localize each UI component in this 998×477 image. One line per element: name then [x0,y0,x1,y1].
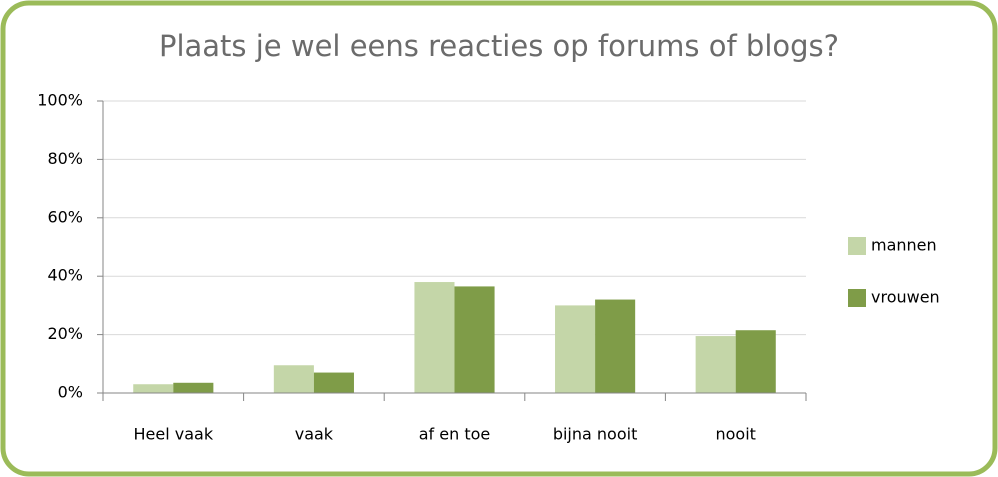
y-tick-label: 60% [47,207,83,226]
x-tick-label: nooit [715,425,755,444]
y-tick-label: 0% [58,383,83,402]
legend-swatch [848,289,866,307]
y-tick-label: 20% [47,324,83,343]
bar [414,282,455,393]
bar [173,382,214,393]
y-tick-label: 100% [37,91,83,110]
x-tick-label: bijna nooit [553,425,638,444]
legend-label: vrouwen [871,288,940,307]
bar [454,286,495,393]
x-tick-label: vaak [295,425,334,444]
bar [735,330,776,393]
x-tick-label: af en toe [419,425,491,444]
bar [133,384,174,393]
x-tick-label: Heel vaak [134,425,214,444]
legend-swatch [848,237,866,255]
bar [555,305,596,393]
bar [273,365,314,393]
bar [595,299,636,393]
chart-title: Plaats je wel eens reacties op forums of… [159,29,839,63]
bar [695,336,736,393]
y-tick-label: 40% [47,266,83,285]
y-tick-label: 80% [47,149,83,168]
legend-label: mannen [871,236,937,255]
bar [313,372,354,393]
